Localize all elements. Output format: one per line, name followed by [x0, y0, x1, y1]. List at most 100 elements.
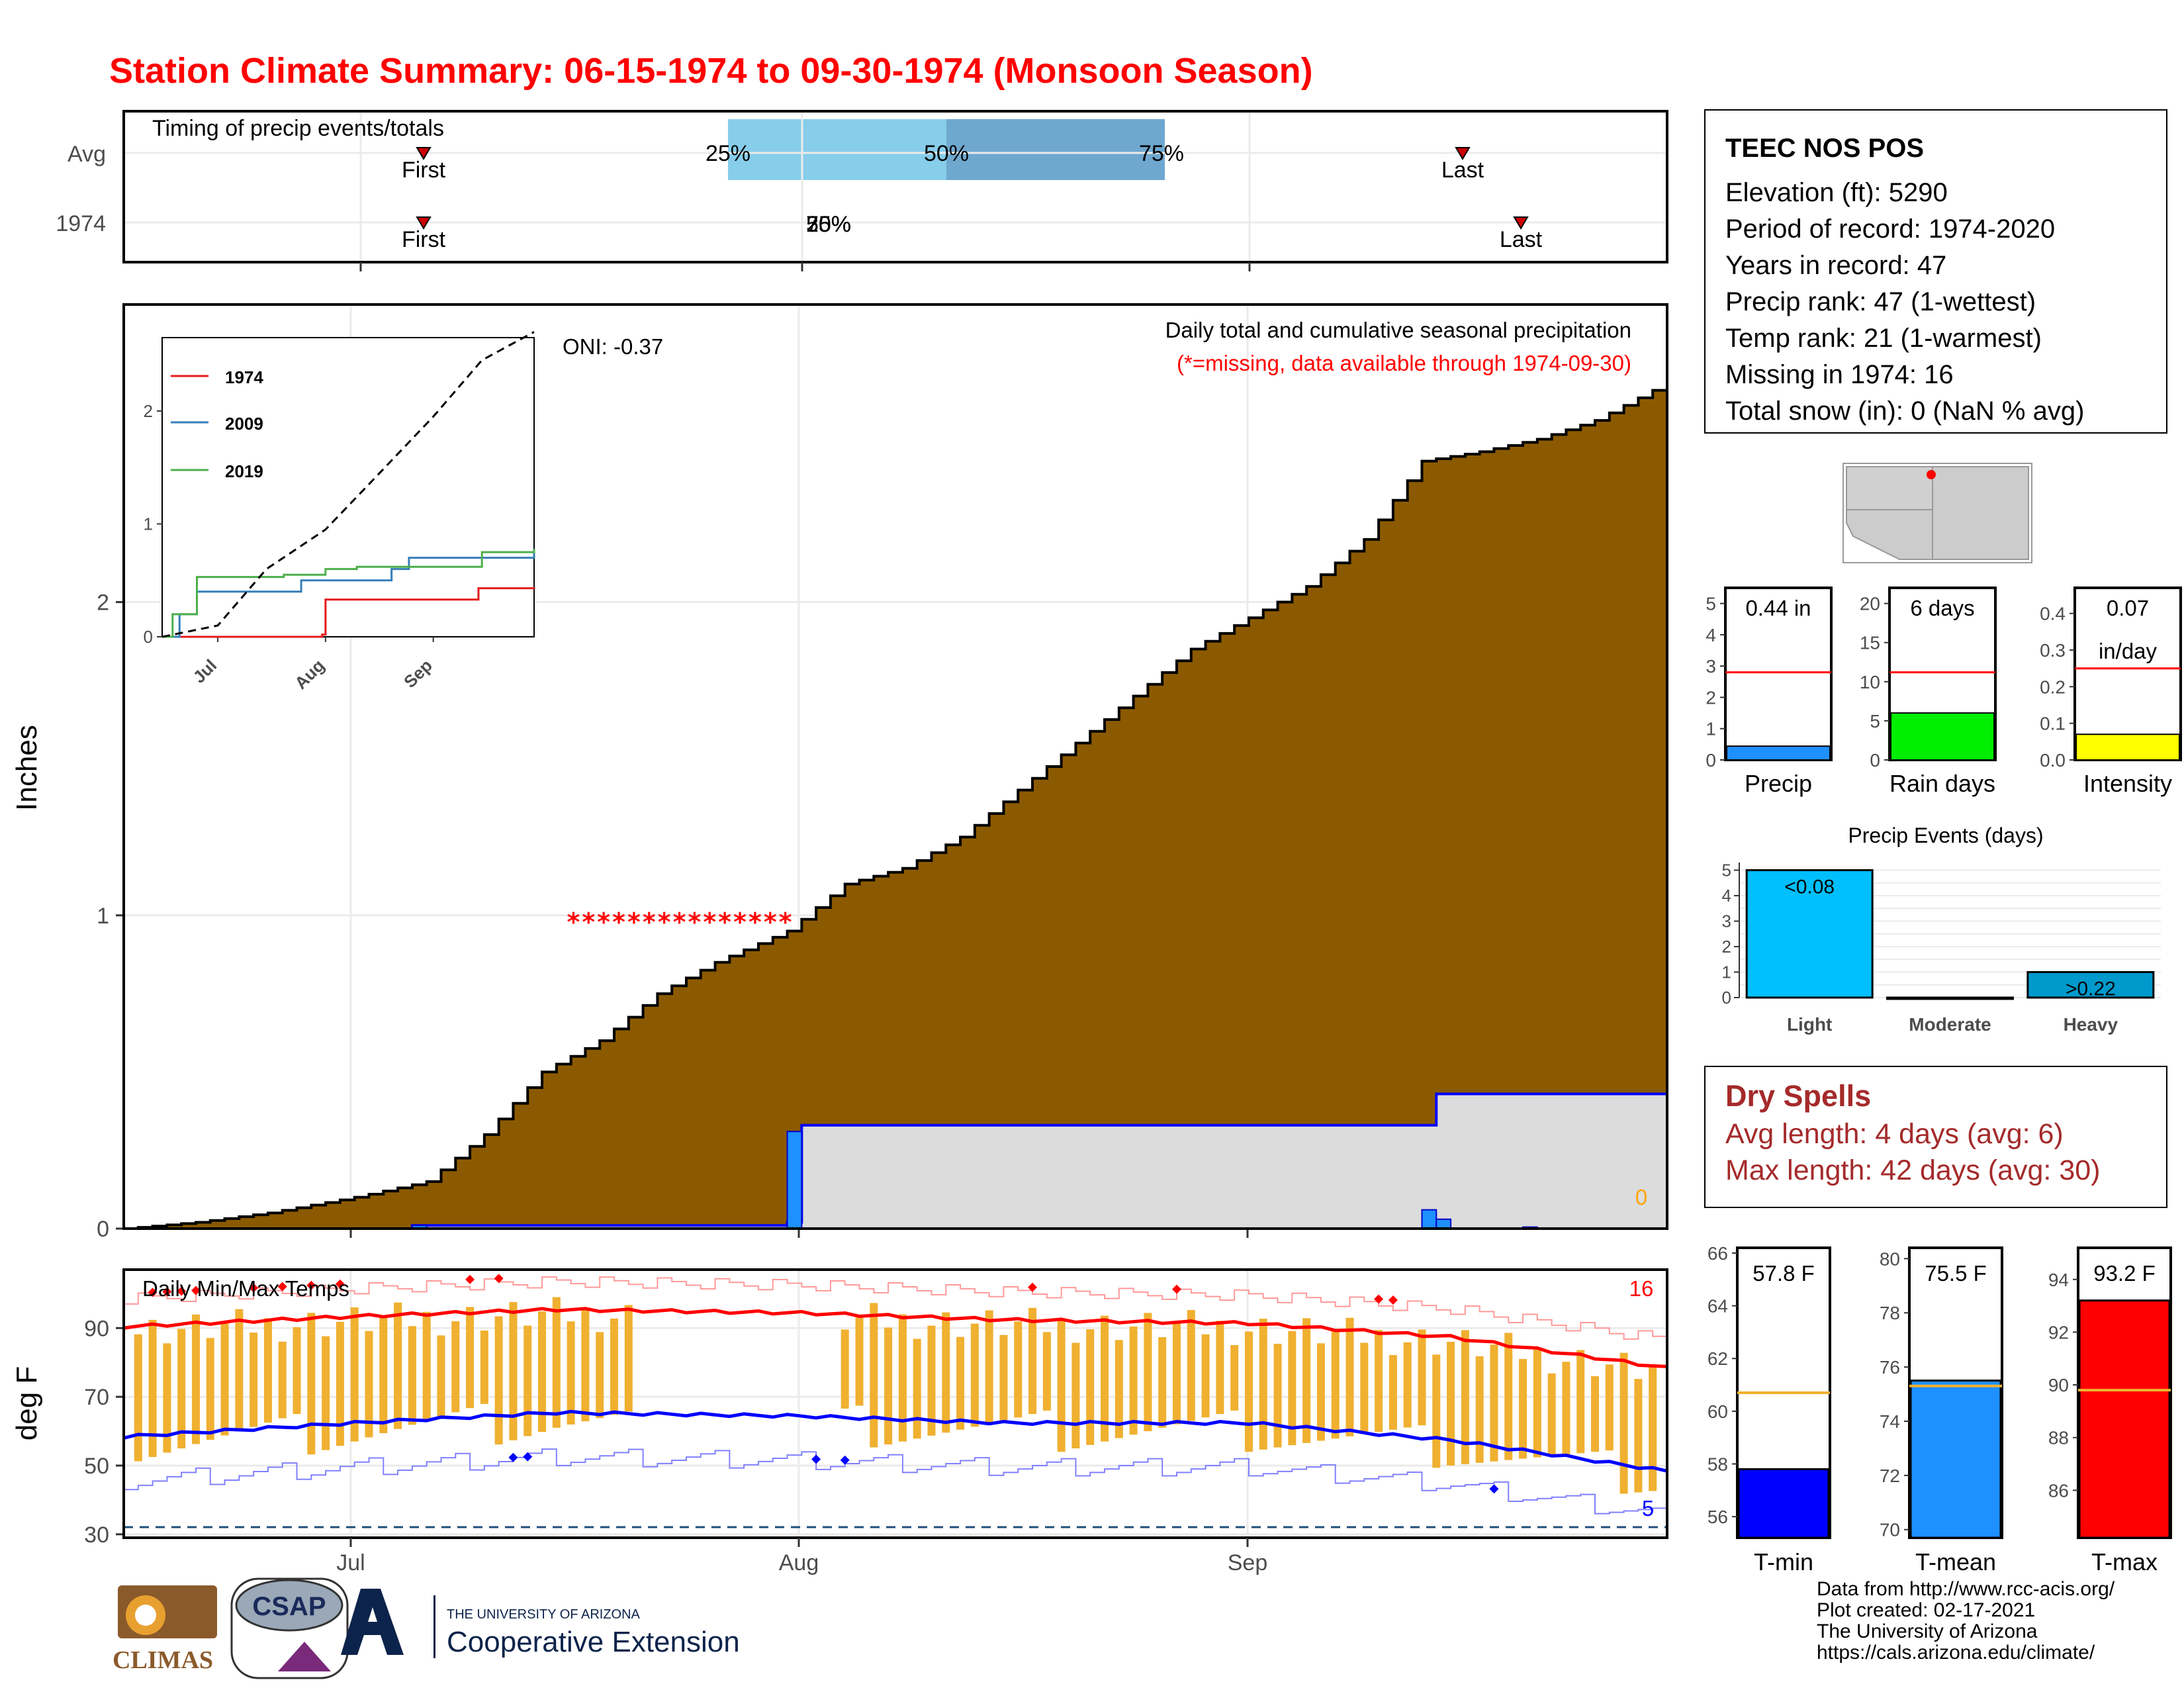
summary-y-tick-label: 0 — [1706, 750, 1716, 771]
summary-y-tick-label: 4 — [1706, 625, 1716, 645]
record-high-marker — [277, 1282, 287, 1291]
temp-low-count: 5 — [1642, 1496, 1654, 1521]
csap-logo-text: CSAP — [252, 1592, 326, 1621]
temp-summary-y-tick-label: 88 — [2048, 1428, 2069, 1448]
credits-block: Data from http://www.rcc-acis.org/ Plot … — [1817, 1579, 2115, 1664]
precip-y-tick-label: 2 — [97, 590, 109, 616]
events-category-label: Moderate — [1909, 1014, 1991, 1035]
daily-temp-range-bar — [1129, 1326, 1138, 1435]
temp-summary-y-tick-label: 92 — [2048, 1322, 2069, 1342]
record-high-marker — [306, 1280, 316, 1290]
temp-y-tick-label: 90 — [84, 1316, 109, 1341]
daily-temp-range-bar — [1158, 1337, 1167, 1428]
daily-temp-range-bar — [235, 1309, 244, 1432]
temp-y-tick-label: 50 — [84, 1454, 109, 1479]
precip-y-axis-label: Inches — [11, 725, 43, 811]
tmax-record-line — [124, 1276, 1668, 1342]
events-category-label: Heavy — [2064, 1014, 2118, 1035]
daily-temp-range-bar — [206, 1338, 214, 1440]
precip-annotation: Daily total and cumulative seasonal prec… — [1165, 318, 1631, 342]
events-category-label: Light — [1787, 1014, 1832, 1035]
summary-y-tick-label: 20 — [1860, 594, 1880, 614]
temp-summary-y-tick-label: 58 — [1707, 1454, 1728, 1475]
temp-summary-name: T-mean — [1915, 1548, 1996, 1575]
temp-summary-y-tick-label: 70 — [1880, 1520, 1900, 1540]
daily-temp-range-bar — [1447, 1342, 1455, 1466]
dry-spells-avg: Avg length: 4 days (avg: 6) — [1725, 1118, 2064, 1150]
daily-temp-range-bar — [567, 1321, 575, 1425]
daily-temp-range-bar — [898, 1314, 907, 1442]
oni-label: ONI: -0.37 — [563, 334, 663, 359]
daily-temp-range-bar — [307, 1313, 316, 1455]
inset-x-tick-label: Sep — [400, 655, 436, 692]
summary-name-label: Intensity — [2083, 770, 2172, 797]
inset-y-tick-label: 1 — [144, 514, 153, 534]
daily-temp-range-bar — [1649, 1367, 1657, 1491]
year-quantile-label-2: 50% — [806, 212, 851, 237]
summary-y-tick-label: 0.2 — [2040, 677, 2066, 697]
daily-temp-range-bar — [1461, 1330, 1469, 1464]
temp-y-tick-label: 70 — [84, 1385, 109, 1410]
year-quantile-label-1: 25% — [806, 212, 851, 237]
daily-temp-range-bar — [1259, 1319, 1267, 1450]
temp-summary-y-tick-label: 74 — [1880, 1411, 1900, 1432]
record-high-marker — [1388, 1295, 1398, 1305]
events-bar — [1745, 869, 1874, 999]
cumulative-precip-area — [124, 383, 1668, 1230]
temp-summary-name: T-max — [2091, 1548, 2158, 1575]
daily-temp-range-bar — [509, 1301, 518, 1440]
summary-box — [1724, 586, 1833, 761]
daily-temp-range-bar — [451, 1321, 460, 1413]
inset-legend-1974: 1974 — [225, 367, 263, 387]
station-elevation: Elevation (ft): 5290 — [1725, 178, 1948, 207]
temp-panel-title: Daily Min/Max Temps — [142, 1276, 349, 1301]
daily-temp-range-bar — [1057, 1318, 1066, 1452]
summary-name-label: Rain days — [1889, 770, 1995, 797]
inset-legend-2009: 2009 — [225, 414, 263, 434]
daily-temp-range-bar — [220, 1323, 229, 1436]
daily-temp-range-bar — [1547, 1373, 1556, 1456]
events-bar-label: >0.22 — [2066, 978, 2116, 1000]
record-low-marker — [1489, 1484, 1499, 1494]
daily-temp-range-bar — [870, 1303, 878, 1448]
year-last-label: Last — [1500, 227, 1543, 252]
daily-temp-range-bar — [365, 1331, 373, 1438]
daily-temp-range-bar — [466, 1307, 475, 1409]
inset-legend-2019: 2019 — [225, 461, 263, 481]
daily-temp-range-bar — [855, 1316, 864, 1406]
temp-summary-y-tick-label: 80 — [1880, 1248, 1900, 1269]
tmin-record-line — [124, 1448, 1668, 1515]
daily-temp-range-bar — [552, 1297, 561, 1428]
dry-spells-title: Dry Spells — [1725, 1079, 1872, 1113]
missing-marks: *************** — [566, 908, 793, 937]
ua-logo-small: THE UNIVERSITY OF ARIZONA — [447, 1607, 641, 1622]
daily-temp-range-bar — [191, 1314, 200, 1444]
inset-y-tick-label: 0 — [144, 627, 153, 647]
daily-temp-range-bar — [985, 1310, 993, 1424]
daily-temp-range-bar — [1345, 1317, 1354, 1436]
daily-precip-bar — [1435, 1218, 1452, 1229]
inset-y-tick-label: 2 — [144, 401, 153, 421]
daily-temp-range-bar — [523, 1325, 532, 1436]
daily-temp-range-bar — [1432, 1354, 1441, 1468]
daily-temp-range-bar — [1172, 1323, 1181, 1425]
tmin-average-line — [123, 1409, 1668, 1473]
credit-line: Plot created: 02-17-2021 — [1817, 1599, 2036, 1621]
station-dot — [1927, 470, 1936, 479]
temp-summary-label: 75.5 F — [1925, 1261, 1987, 1286]
daily-temp-range-bar — [322, 1336, 330, 1450]
summary-y-tick-label: 3 — [1706, 656, 1716, 677]
temp-summary-label: 93.2 F — [2093, 1261, 2156, 1286]
daily-temp-range-bar — [350, 1307, 359, 1442]
precip-y-tick-label: 0 — [97, 1217, 109, 1242]
year-first-marker — [416, 216, 432, 230]
inset-series-line — [162, 586, 535, 638]
temp-summary-y-tick-label: 90 — [2048, 1375, 2069, 1395]
daily-temp-range-bar — [394, 1302, 402, 1429]
daily-temp-range-bar — [610, 1318, 619, 1415]
temp-x-tick-sep: Sep — [1228, 1550, 1268, 1575]
station-years: Years in record: 47 — [1725, 251, 1947, 280]
events-y-tick-label: 3 — [1722, 912, 1731, 931]
precip-events-chart: Precip Events (days) 0 1 2 3 4 5 <0.08 Light Mod… — [1722, 823, 2161, 1035]
temp-summary-y-tick-label: 72 — [1880, 1466, 1900, 1486]
